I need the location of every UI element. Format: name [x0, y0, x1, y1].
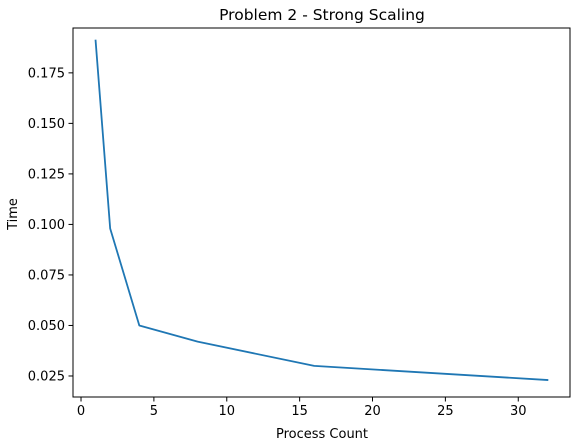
x-tick-label: 10 [218, 404, 235, 419]
y-tick-label: 0.175 [28, 66, 65, 81]
x-tick-label: 25 [437, 404, 454, 419]
x-tick-label: 0 [77, 404, 85, 419]
x-tick-label: 30 [510, 404, 527, 419]
chart-title: Problem 2 - Strong Scaling [219, 6, 425, 24]
x-tick-label: 5 [150, 404, 158, 419]
y-tick-label: 0.100 [28, 218, 65, 233]
y-tick-label: 0.050 [28, 319, 65, 334]
y-tick-label: 0.150 [28, 117, 65, 132]
x-tick-label: 15 [291, 404, 308, 419]
x-tick-label: 20 [364, 404, 381, 419]
series-line-0 [94, 39, 549, 381]
y-tick-label: 0.025 [28, 369, 65, 384]
plot-frame [72, 27, 571, 398]
y-tick-label: 0.075 [28, 268, 65, 283]
y-tick-label: 0.125 [28, 167, 65, 182]
plot-area: 0 5 10 15 20 25 30 0.025 0.050 0.075 0.100 0.125 0.1… [28, 27, 571, 419]
y-axis-label: Time [6, 198, 21, 231]
x-axis-label: Process Count [276, 427, 368, 442]
